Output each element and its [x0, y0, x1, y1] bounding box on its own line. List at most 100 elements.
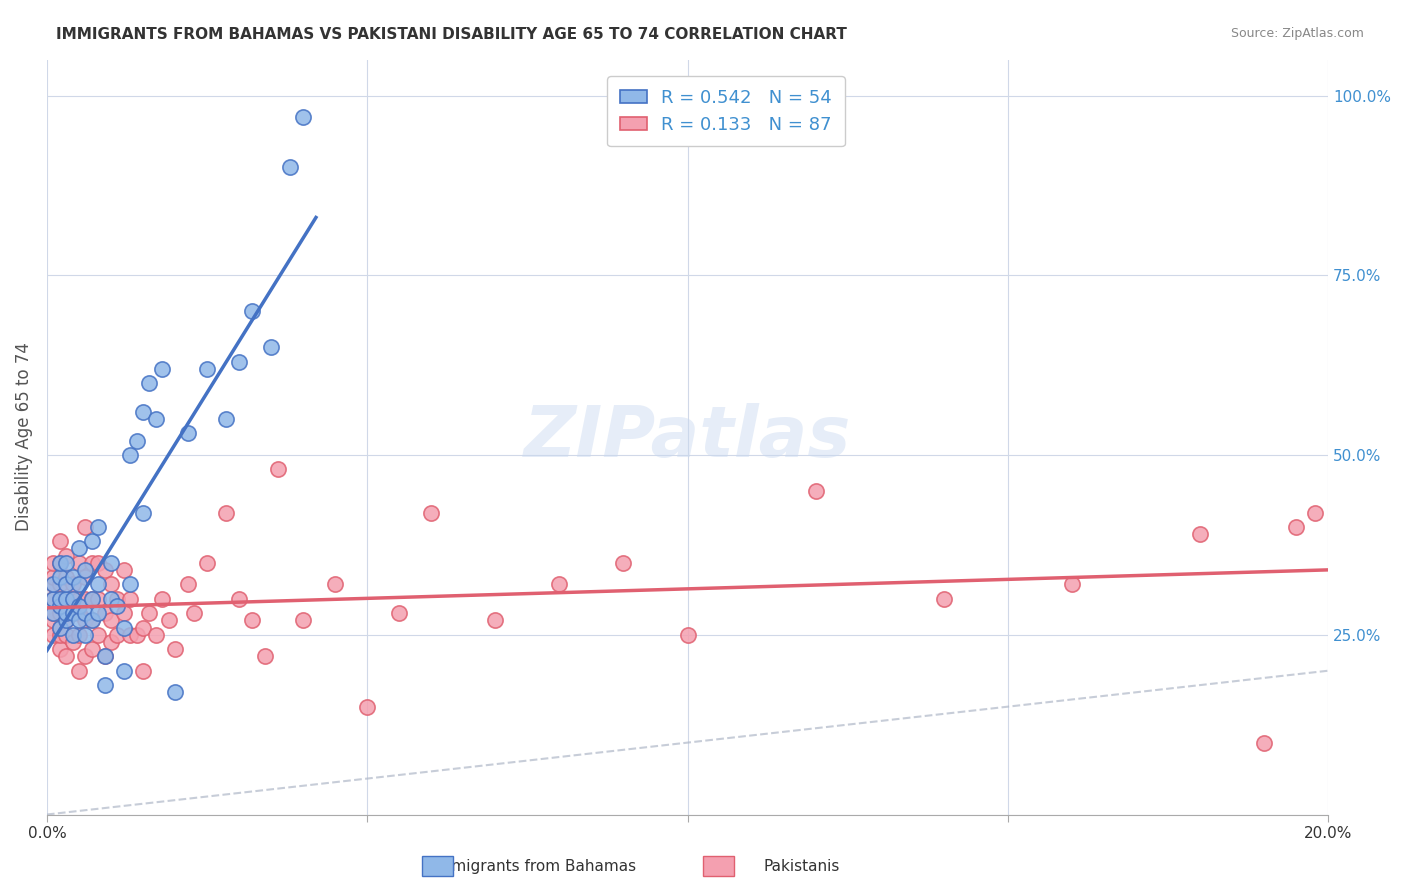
Point [100, 591, 122, 606]
Point [42, 591, 65, 606]
Point [932, 591, 955, 606]
Point [42, 570, 65, 584]
Point [1253, 736, 1275, 750]
Point [138, 376, 160, 391]
Point [163, 642, 186, 657]
Point [75, 606, 97, 620]
Point [112, 621, 135, 635]
Point [48, 642, 70, 657]
Point [42, 614, 65, 628]
Point [93, 649, 115, 664]
Legend: R = 0.542   N = 54, R = 0.133   N = 87: R = 0.542 N = 54, R = 0.133 N = 87 [607, 76, 845, 146]
Point [120, 448, 142, 462]
Point [112, 664, 135, 678]
Point [48, 556, 70, 570]
Text: Immigrants from Bahamas: Immigrants from Bahamas [432, 859, 637, 874]
Point [177, 426, 200, 441]
Point [48, 591, 70, 606]
Point [55, 628, 77, 642]
Point [80, 591, 103, 606]
Point [67, 556, 90, 570]
Point [67, 591, 90, 606]
Point [55, 591, 77, 606]
Point [48, 621, 70, 635]
Point [228, 354, 250, 368]
Point [48, 606, 70, 620]
Point [612, 556, 634, 570]
Point [62, 570, 84, 584]
Point [388, 606, 411, 620]
Point [100, 635, 122, 649]
Point [125, 628, 148, 642]
Point [42, 606, 65, 620]
Point [266, 462, 288, 476]
Point [67, 606, 90, 620]
Point [292, 110, 315, 124]
Point [42, 606, 65, 620]
Point [42, 556, 65, 570]
Point [62, 606, 84, 620]
Point [100, 556, 122, 570]
Point [80, 614, 103, 628]
Point [100, 577, 122, 591]
Point [55, 570, 77, 584]
Point [80, 591, 103, 606]
Point [55, 614, 77, 628]
Point [48, 628, 70, 642]
Point [48, 621, 70, 635]
Point [75, 563, 97, 577]
Point [55, 577, 77, 591]
Point [55, 556, 77, 570]
Point [42, 628, 65, 642]
Point [55, 614, 77, 628]
Point [75, 614, 97, 628]
Point [93, 606, 115, 620]
Point [132, 664, 155, 678]
Point [67, 541, 90, 556]
Point [67, 664, 90, 678]
Point [75, 591, 97, 606]
Point [80, 534, 103, 549]
Point [120, 591, 142, 606]
Point [145, 628, 167, 642]
Point [132, 621, 155, 635]
Point [55, 549, 77, 563]
Point [80, 642, 103, 657]
Point [112, 606, 135, 620]
Point [240, 304, 263, 318]
Point [93, 678, 115, 692]
Point [75, 649, 97, 664]
Point [1305, 506, 1327, 520]
Point [105, 599, 128, 613]
Point [87, 606, 110, 620]
Point [177, 577, 200, 591]
Text: ZIPatlas: ZIPatlas [524, 402, 851, 472]
Point [55, 649, 77, 664]
Point [145, 412, 167, 426]
Point [100, 614, 122, 628]
Point [228, 591, 250, 606]
Point [48, 591, 70, 606]
Y-axis label: Disability Age 65 to 74: Disability Age 65 to 74 [15, 343, 32, 532]
Point [420, 506, 443, 520]
Point [548, 577, 571, 591]
Point [253, 649, 276, 664]
Text: Pakistanis: Pakistanis [763, 859, 839, 874]
Point [323, 577, 346, 591]
Point [67, 577, 90, 591]
Point [62, 606, 84, 620]
Point [138, 606, 160, 620]
Point [292, 614, 315, 628]
Point [93, 649, 115, 664]
Point [356, 699, 378, 714]
Point [87, 577, 110, 591]
Point [112, 563, 135, 577]
Point [132, 405, 155, 419]
Point [48, 570, 70, 584]
Point [62, 628, 84, 642]
Point [75, 520, 97, 534]
Point [215, 506, 238, 520]
Point [55, 606, 77, 620]
Point [278, 161, 301, 175]
Point [67, 614, 90, 628]
